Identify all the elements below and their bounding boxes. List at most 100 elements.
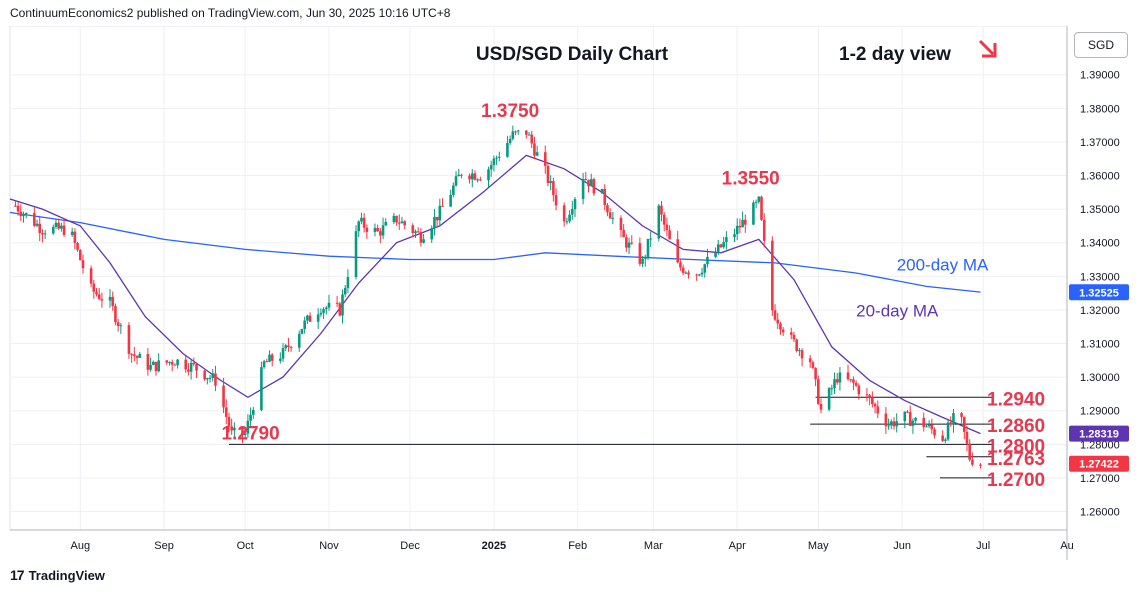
chart-area[interactable]: 1.26000 1.27000 1.28000 1.29000 1.30000 1.310… bbox=[0, 25, 1143, 560]
candle-body bbox=[224, 407, 228, 417]
x-tick-label: Sep bbox=[154, 540, 174, 552]
candle-body bbox=[135, 356, 139, 358]
candle-body bbox=[157, 360, 160, 372]
candle-body bbox=[289, 347, 293, 349]
candle-body bbox=[854, 382, 858, 386]
candle-body bbox=[281, 348, 285, 359]
candle-body bbox=[116, 322, 120, 326]
candle-body bbox=[119, 325, 123, 327]
candle-body bbox=[189, 362, 193, 372]
candle-body bbox=[762, 219, 766, 241]
candle-body bbox=[922, 417, 926, 427]
candle-body bbox=[362, 217, 366, 228]
candle-body bbox=[430, 228, 434, 240]
candle-body bbox=[33, 213, 36, 226]
candle-body bbox=[130, 353, 133, 355]
candle-body bbox=[744, 219, 747, 225]
candle-body bbox=[643, 257, 647, 259]
y-tick-label: 1.33000 bbox=[1080, 271, 1120, 283]
x-tick-label: Au bbox=[1060, 540, 1073, 552]
x-tick-label: Nov bbox=[319, 540, 339, 552]
candle-body bbox=[979, 464, 982, 466]
candle-body bbox=[930, 424, 934, 430]
candle-body bbox=[76, 243, 79, 250]
ma-line bbox=[9, 154, 981, 435]
candle-body bbox=[476, 179, 479, 181]
annotation-label: 1.3750 bbox=[481, 101, 539, 122]
candle-body bbox=[741, 219, 744, 228]
candle-body bbox=[911, 420, 915, 426]
candle-body bbox=[771, 240, 774, 311]
candle-body bbox=[365, 227, 369, 232]
candle-body bbox=[795, 339, 798, 351]
candle-body bbox=[630, 242, 634, 244]
x-tick-label: Feb bbox=[568, 540, 587, 552]
candle-body bbox=[38, 223, 42, 233]
candle-body bbox=[146, 354, 150, 370]
candle-body bbox=[679, 262, 682, 268]
candle-body bbox=[684, 272, 688, 274]
candle-body bbox=[227, 416, 231, 427]
grid-lines bbox=[9, 25, 1068, 531]
candle-body bbox=[927, 424, 931, 427]
candle-body bbox=[203, 370, 206, 380]
candle-body bbox=[968, 443, 971, 460]
candle-body bbox=[492, 158, 496, 166]
candle-body bbox=[468, 175, 471, 180]
price-chart[interactable]: 1.26000 1.27000 1.28000 1.29000 1.30000 1.310… bbox=[0, 25, 1143, 560]
candle-body bbox=[600, 188, 604, 194]
y-tick-label: 1.37000 bbox=[1080, 137, 1120, 149]
candle-body bbox=[735, 225, 739, 235]
candle-body bbox=[460, 174, 463, 176]
candle-body bbox=[700, 272, 704, 275]
candle-body bbox=[865, 394, 869, 396]
candle-body bbox=[884, 413, 888, 427]
currency-button[interactable]: SGD bbox=[1074, 32, 1128, 58]
candle-body bbox=[316, 314, 320, 322]
candle-body bbox=[149, 364, 152, 370]
candle-body bbox=[176, 359, 179, 366]
candle-body bbox=[187, 369, 190, 372]
candle-body bbox=[849, 379, 853, 381]
price-label-text: 1.32525 bbox=[1079, 287, 1119, 299]
candle-body bbox=[95, 291, 98, 295]
y-tick-label: 1.30000 bbox=[1080, 372, 1120, 384]
candle-body bbox=[173, 364, 177, 366]
candle-body bbox=[89, 268, 93, 284]
candle-body bbox=[43, 233, 47, 235]
candle-body bbox=[514, 131, 517, 133]
candle-body bbox=[581, 179, 585, 200]
x-tick-label: Jun bbox=[893, 540, 911, 552]
candle-body bbox=[549, 181, 552, 184]
candle-body bbox=[757, 196, 761, 202]
candle-body bbox=[830, 388, 834, 390]
candle-body bbox=[297, 333, 301, 348]
level-label: 1.2700 bbox=[987, 470, 1045, 491]
candle-body bbox=[611, 217, 615, 219]
candle-body bbox=[695, 274, 698, 276]
candle-body bbox=[195, 364, 198, 371]
candle-body bbox=[716, 244, 720, 253]
x-tick-label: Oct bbox=[237, 540, 254, 552]
y-tick-label: 1.32000 bbox=[1080, 305, 1120, 317]
candle-body bbox=[627, 242, 631, 248]
candle-body bbox=[565, 221, 569, 223]
candle-body bbox=[562, 205, 566, 222]
tradingview-logo[interactable]: 17 TradingView bbox=[10, 567, 105, 583]
candle-body bbox=[14, 205, 17, 207]
candle-body bbox=[516, 130, 520, 132]
candle-body bbox=[73, 231, 77, 244]
candle-body bbox=[454, 176, 458, 186]
candle-body bbox=[211, 373, 215, 378]
candle-body bbox=[308, 315, 312, 322]
candle-body bbox=[944, 439, 947, 441]
candle-body bbox=[703, 264, 707, 273]
tradingview-brand: TradingView bbox=[28, 567, 105, 583]
candle-body bbox=[154, 361, 158, 372]
candle-body bbox=[914, 417, 917, 421]
tradingview-mark-icon: 17 bbox=[10, 567, 25, 583]
candle-body bbox=[665, 224, 669, 231]
candle-body bbox=[114, 306, 117, 323]
candle-body bbox=[416, 231, 420, 233]
candle-body bbox=[214, 373, 217, 386]
